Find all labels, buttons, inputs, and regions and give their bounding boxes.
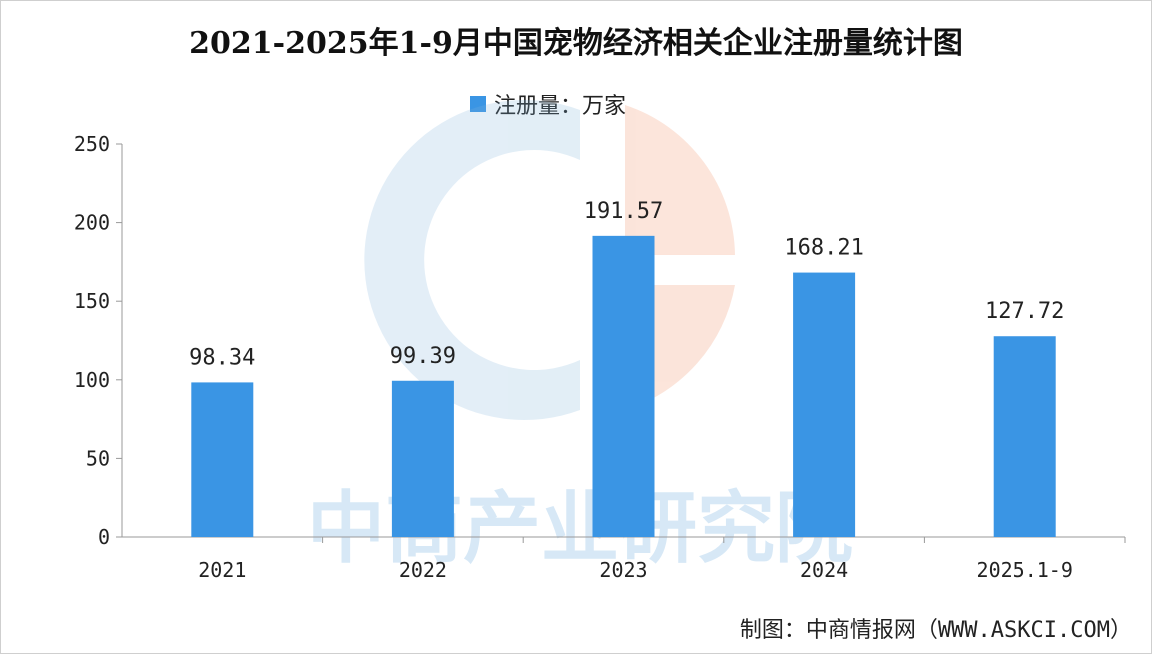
bar: [391, 380, 454, 537]
y-tick-label: 250: [74, 132, 110, 156]
y-tick-label: 100: [74, 368, 110, 392]
y-tick-label: 200: [74, 211, 110, 235]
data-label: 191.57: [584, 199, 663, 224]
legend: 注册量：万家: [470, 88, 626, 120]
data-label: 99.39: [390, 344, 456, 369]
legend-swatch: [470, 96, 486, 112]
x-tick-label: 2025.1-9: [977, 558, 1073, 582]
chart-title: 2021-2025年1-9月中国宠物经济相关企业注册量统计图: [189, 26, 963, 61]
data-label: 168.21: [784, 236, 863, 261]
data-label: 127.72: [985, 299, 1064, 324]
y-tick-label: 50: [86, 446, 110, 470]
bar: [993, 336, 1056, 537]
legend-label: 注册量：万家: [494, 88, 626, 120]
x-tick-label: 2023: [599, 558, 647, 582]
bar: [592, 235, 655, 537]
bar: [191, 382, 254, 537]
y-tick-label: 150: [74, 289, 110, 313]
x-tick-label: 2024: [800, 558, 848, 582]
data-label: 98.34: [189, 345, 255, 370]
x-tick-label: 2021: [198, 558, 246, 582]
x-tick-label: 2022: [399, 558, 447, 582]
source-note: 制图：中商情报网（WWW.ASKCI.COM）: [739, 618, 1132, 643]
watermark-text: 中商产业研究院: [307, 484, 853, 574]
y-tick-label: 0: [98, 525, 110, 549]
bar: [793, 272, 856, 537]
watermark-logo: [364, 100, 735, 420]
